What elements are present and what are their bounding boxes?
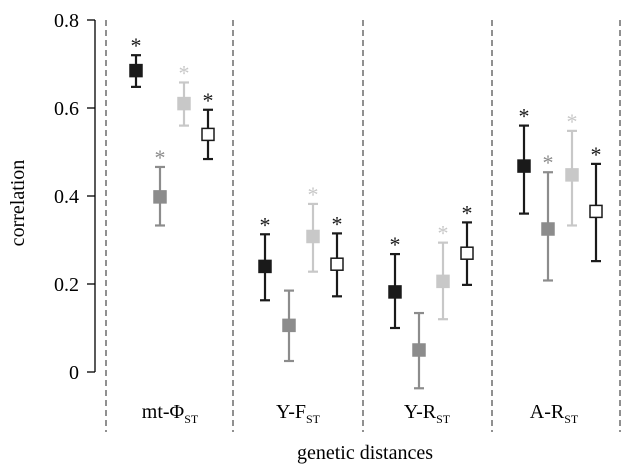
significance-star: * [543, 150, 554, 175]
significance-star: * [131, 33, 142, 58]
data-point [330, 257, 344, 271]
significance-star: * [332, 211, 343, 236]
y-tick-label: 0.2 [54, 274, 79, 296]
point-group: * [201, 88, 215, 161]
significance-star: * [519, 104, 530, 129]
data-point [436, 274, 450, 289]
group-dividers [105, 20, 621, 432]
data-point [388, 285, 402, 299]
data-point [541, 222, 555, 236]
data-point [258, 259, 272, 274]
point-group: * [330, 211, 344, 298]
significance-star: * [462, 200, 473, 225]
point-group: * [436, 221, 450, 321]
x-axis-title: genetic distances [297, 442, 433, 464]
data-point [201, 127, 215, 142]
point-group: * [129, 33, 143, 88]
group-label: Y-RST [404, 401, 451, 426]
y-tick-label: 0 [69, 362, 79, 384]
point-group: * [153, 145, 167, 227]
data-point [306, 229, 320, 244]
data-point [177, 96, 191, 111]
point-group: * [258, 212, 272, 302]
point-group: * [177, 60, 191, 127]
significance-star: * [390, 232, 401, 257]
data-point [517, 159, 531, 173]
significance-star: * [438, 221, 449, 246]
group-labels: mt-ΦST Y-FST Y-RST A-RST [142, 401, 579, 426]
significance-star: * [179, 60, 190, 85]
data-point [460, 246, 474, 260]
y-axis-ticks: 0 0.2 0.4 0.6 0.8 [54, 10, 95, 384]
y-tick-label: 0.8 [54, 10, 79, 32]
point-group: * [306, 182, 320, 273]
y-tick-label: 0.6 [54, 98, 79, 120]
data-marks: * * * * * * * * * * * * * * [129, 33, 603, 390]
point-group: * [589, 142, 603, 263]
group-label: Y-FST [276, 401, 321, 426]
point-group [412, 311, 426, 390]
point-group [282, 289, 296, 363]
data-point [589, 204, 603, 219]
point-group: * [565, 109, 579, 227]
point-group: * [517, 104, 531, 215]
point-group: * [460, 200, 474, 286]
point-group: * [541, 150, 555, 282]
y-tick-label: 0.4 [54, 186, 79, 208]
significance-star: * [260, 212, 271, 237]
point-group: * [388, 232, 402, 330]
significance-star: * [155, 145, 166, 170]
data-point [412, 343, 426, 357]
data-point [129, 63, 143, 78]
significance-star: * [591, 142, 602, 167]
data-point [153, 190, 167, 204]
group-label: mt-ΦST [142, 401, 199, 426]
group-label: A-RST [530, 401, 579, 426]
significance-star: * [203, 88, 214, 113]
data-point [282, 318, 296, 333]
y-axis-title: correlation [7, 160, 29, 247]
data-point [565, 168, 579, 182]
significance-star: * [308, 182, 319, 207]
significance-star: * [567, 109, 578, 134]
